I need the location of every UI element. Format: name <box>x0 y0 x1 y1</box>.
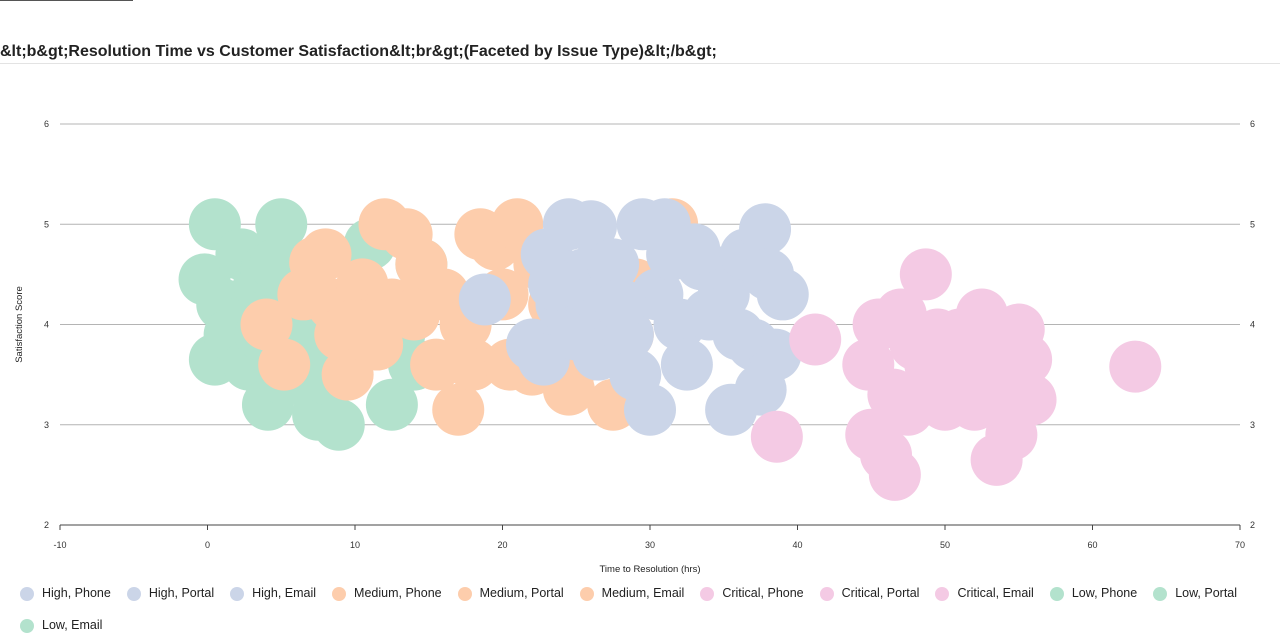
data-point[interactable] <box>712 308 765 361</box>
x-tick-label: 70 <box>1235 540 1245 550</box>
y-tick-label-right: 2 <box>1250 520 1255 530</box>
y-tick-label: 3 <box>44 420 49 430</box>
data-point[interactable] <box>329 298 381 351</box>
data-point[interactable] <box>258 338 311 391</box>
y-tick-label-right: 4 <box>1250 320 1255 330</box>
series-medium-phone <box>240 228 418 401</box>
legend-swatch-icon <box>1153 586 1168 601</box>
data-point[interactable] <box>312 398 365 451</box>
legend-swatch-icon <box>935 586 950 601</box>
legend-item[interactable]: Critical, Portal <box>819 584 920 603</box>
y-tick-label-right: 3 <box>1250 420 1255 430</box>
data-point[interactable] <box>388 288 440 341</box>
legend-swatch-icon <box>700 586 715 601</box>
legend-label: Critical, Email <box>957 586 1034 600</box>
x-axis-label: Time to Resolution (hrs) <box>599 564 700 575</box>
y-tick-label: 2 <box>44 520 49 530</box>
scatter-chart: 2 2 3 3 4 4 5 5 6 6 -10 0 10 20 30 40 50 60 70 Time to Reso… <box>14 119 1255 575</box>
y-axis-label: Satisfaction Score <box>14 286 25 363</box>
legend-item[interactable]: High, Email <box>230 584 316 603</box>
data-point[interactable] <box>410 338 463 391</box>
data-point[interactable] <box>447 338 499 391</box>
data-point[interactable] <box>565 200 617 253</box>
data-point[interactable] <box>739 203 792 256</box>
legend-label: High, Portal <box>148 586 215 600</box>
legend-swatch-icon <box>20 586 34 601</box>
chart-legend: High, Phone High, Portal High, Email Medium… <box>20 584 1260 635</box>
legend-label: Low, Email <box>42 618 103 632</box>
chart-title: &lt;b&gt;Resolution Time vs Customer Sat… <box>0 43 717 60</box>
top-rule <box>0 0 133 1</box>
data-point[interactable] <box>365 378 418 431</box>
legend-label: High, Phone <box>42 586 111 600</box>
legend-label: Critical, Portal <box>841 586 920 600</box>
data-point[interactable] <box>255 198 308 251</box>
data-point[interactable] <box>868 448 921 501</box>
x-tick-label: 40 <box>792 540 802 550</box>
series-critical-portal <box>860 248 994 501</box>
data-point[interactable] <box>660 338 713 391</box>
legend-swatch-icon <box>1049 586 1064 601</box>
legend-label: Low, Phone <box>1071 586 1138 600</box>
legend-item[interactable]: Low, Email <box>20 616 102 635</box>
y-tick-label: 5 <box>44 219 49 229</box>
legend-label: Medium, Portal <box>479 586 564 600</box>
legend-item[interactable]: High, Phone <box>20 584 111 603</box>
legend-label: Critical, Phone <box>722 586 804 600</box>
x-tick-label: 10 <box>350 540 360 550</box>
legend-item[interactable]: Critical, Email <box>935 584 1034 603</box>
legend-swatch-icon <box>20 618 34 633</box>
legend-swatch-icon <box>126 586 141 601</box>
legend-label: Low, Portal <box>1175 586 1238 600</box>
title-bar: &lt;b&gt;Resolution Time vs Customer Sat… <box>0 42 1280 64</box>
data-point[interactable] <box>668 223 721 276</box>
data-point[interactable] <box>299 228 352 281</box>
legend-item[interactable]: High, Portal <box>126 584 215 603</box>
x-tick-label: -10 <box>53 540 66 550</box>
x-tick-label: 60 <box>1087 540 1097 550</box>
x-tick-label: 0 <box>205 540 210 550</box>
data-point[interactable] <box>750 410 803 463</box>
legend-item[interactable]: Low, Phone <box>1049 584 1138 603</box>
y-tick-label-right: 5 <box>1250 219 1255 229</box>
data-point[interactable] <box>240 298 293 351</box>
data-point[interactable] <box>756 268 809 321</box>
legend-item[interactable]: Medium, Email <box>579 584 685 603</box>
data-point[interactable] <box>277 268 330 321</box>
data-point[interactable] <box>933 308 986 361</box>
x-tick-label: 20 <box>497 540 507 550</box>
data-point[interactable] <box>587 238 640 291</box>
data-point[interactable] <box>789 313 842 366</box>
y-tick-label-right: 6 <box>1250 119 1255 129</box>
legend-item[interactable]: Critical, Phone <box>700 584 804 603</box>
x-tick-label: 30 <box>645 540 655 550</box>
legend-item[interactable]: Low, Portal <box>1153 584 1237 603</box>
legend-item[interactable]: Medium, Phone <box>332 584 442 603</box>
y-tick-label: 4 <box>44 320 49 330</box>
series-critical-email <box>933 288 1162 486</box>
legend-item[interactable]: Medium, Portal <box>457 584 564 603</box>
legend-label: Medium, Phone <box>354 586 442 600</box>
data-point[interactable] <box>594 278 647 331</box>
data-point[interactable] <box>975 348 1028 401</box>
legend-label: Medium, Email <box>601 586 685 600</box>
legend-swatch-icon <box>579 586 594 601</box>
legend-swatch-icon <box>819 586 834 601</box>
series-high-email <box>668 203 809 436</box>
legend-swatch-icon <box>332 586 347 601</box>
data-point[interactable] <box>899 248 952 301</box>
data-point[interactable] <box>1109 340 1162 393</box>
legend-swatch-icon <box>457 586 472 601</box>
legend-swatch-icon <box>230 586 245 601</box>
data-point[interactable] <box>432 383 485 436</box>
data-point[interactable] <box>528 258 581 311</box>
data-point[interactable] <box>458 273 511 326</box>
legend-label: High, Email <box>252 586 317 600</box>
y-tick-label: 6 <box>44 119 49 129</box>
x-tick-label: 50 <box>940 540 950 550</box>
data-point[interactable] <box>609 348 662 401</box>
